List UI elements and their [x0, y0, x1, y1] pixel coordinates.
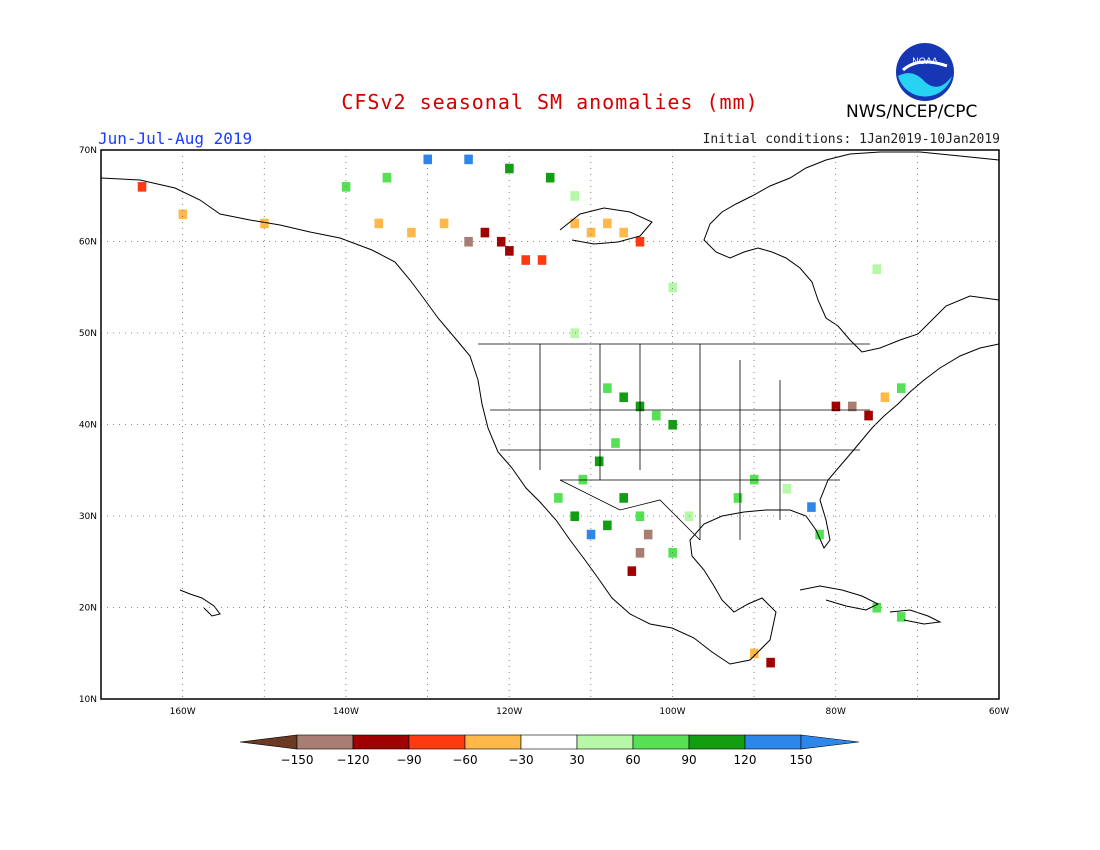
legend-swatch	[352, 734, 410, 750]
legend-swatch	[632, 734, 690, 750]
legend-label: 90	[681, 753, 696, 767]
lat-tick-label: 30N	[79, 512, 97, 522]
legend-swatch	[296, 734, 354, 750]
anomaly-cell	[480, 227, 490, 238]
lon-tick-label: 60W	[989, 707, 1009, 717]
anomaly-cell	[374, 218, 384, 229]
anomaly-cell	[872, 602, 882, 613]
legend-label: −90	[396, 753, 421, 767]
lon-tick-label: 120W	[496, 707, 522, 717]
legend-label: 60	[625, 753, 640, 767]
anomaly-cell	[766, 657, 775, 668]
anomaly-cell	[896, 383, 906, 393]
anomaly-cell	[505, 246, 514, 256]
lon-tick-label: 80W	[826, 707, 846, 717]
anomaly-cell	[782, 483, 792, 494]
anomaly-cell	[815, 529, 824, 540]
lat-tick-label: 60N	[79, 238, 97, 248]
anomaly-cell	[570, 511, 579, 522]
anomaly-cell	[545, 172, 555, 183]
anomaly-cell	[407, 227, 416, 238]
legend-swatch	[744, 734, 802, 750]
legend-swatch	[688, 734, 746, 750]
legend-label: 150	[790, 753, 813, 767]
anomaly-cell	[464, 236, 473, 247]
anomaly-cell	[733, 493, 743, 503]
anomaly-cell	[807, 502, 816, 512]
anomaly-cell	[619, 227, 628, 238]
anomaly-cell	[668, 419, 677, 430]
noaa-logo-icon: NOAA	[896, 43, 954, 101]
anomaly-cell	[603, 218, 612, 229]
anomaly-cell	[521, 255, 530, 265]
legend-swatch	[520, 734, 578, 750]
anomaly-cell	[880, 392, 890, 403]
legend-label: 30	[569, 753, 584, 767]
coastlines	[100, 151, 1000, 665]
anomaly-cell	[635, 511, 645, 522]
legend-low-arrow	[239, 734, 298, 750]
legend-label: −120	[337, 753, 370, 767]
anomaly-cell	[570, 191, 579, 201]
axis-ticks: 10N 20N 30N 40N 50N 60N 70N 160W 140W 120W 100W 80W…	[79, 146, 1009, 717]
legend-label: −30	[508, 753, 533, 767]
anomaly-cell	[464, 154, 473, 165]
legend-label: −60	[452, 753, 477, 767]
map-frame	[100, 149, 1000, 700]
anomaly-cell	[750, 648, 759, 659]
anomaly-cell	[831, 401, 841, 412]
lat-tick-label: 40N	[79, 421, 97, 431]
initial-conditions-label: Initial conditions: 1Jan2019-10Jan2019	[702, 132, 1000, 147]
state-borders	[478, 343, 870, 541]
anomaly-cell	[668, 282, 677, 293]
anomaly-cell	[603, 520, 612, 531]
anomaly-cell	[643, 529, 653, 540]
anomaly-cell	[137, 182, 147, 192]
lat-tick-label: 50N	[79, 329, 97, 339]
anomaly-cell	[864, 410, 873, 421]
legend-swatch	[408, 734, 466, 750]
anomaly-cell	[382, 172, 392, 183]
anomaly-cell	[423, 154, 433, 165]
lat-tick-label: 70N	[79, 146, 97, 156]
legend-swatch	[576, 734, 634, 750]
anomaly-cell	[570, 328, 579, 339]
anomaly-cell	[627, 566, 637, 576]
anomaly-cell	[611, 438, 620, 448]
lat-tick-label: 10N	[79, 695, 97, 705]
lat-tick-label: 20N	[79, 604, 97, 614]
lon-tick-label: 140W	[333, 707, 359, 717]
legend-high-arrow	[800, 734, 860, 750]
legend-swatch	[464, 734, 522, 750]
anomaly-cell	[635, 548, 645, 558]
anomaly-cell	[652, 410, 661, 421]
anomaly-cell	[554, 493, 563, 503]
anomaly-cell	[635, 236, 645, 247]
anomaly-cell	[586, 227, 596, 238]
anomaly-cell	[594, 456, 604, 467]
anomaly-cell	[619, 392, 628, 403]
anomaly-cell	[896, 612, 906, 622]
anomaly-cell	[619, 493, 628, 503]
anomaly-cell	[496, 236, 506, 247]
legend-label: 120	[734, 753, 757, 767]
anomaly-cell	[684, 511, 694, 522]
anomaly-cell	[178, 209, 188, 220]
noaa-logo-text: NOAA	[912, 56, 938, 66]
anomaly-cell	[570, 218, 579, 229]
anomaly-cell	[537, 255, 547, 265]
map-title: CFSv2 seasonal SM anomalies (mm)	[341, 90, 759, 114]
lon-tick-label: 160W	[170, 707, 196, 717]
anomaly-cell	[847, 401, 857, 412]
anomaly-cell	[439, 218, 449, 229]
season-label: Jun-Jul-Aug 2019	[98, 129, 253, 148]
legend-label: −150	[281, 753, 314, 767]
anomaly-cell	[603, 383, 612, 393]
anomaly-cell	[260, 218, 269, 229]
lon-tick-label: 100W	[659, 707, 685, 717]
anomaly-cell	[872, 264, 882, 274]
agency-label: NWS/NCEP/CPC	[846, 102, 978, 122]
